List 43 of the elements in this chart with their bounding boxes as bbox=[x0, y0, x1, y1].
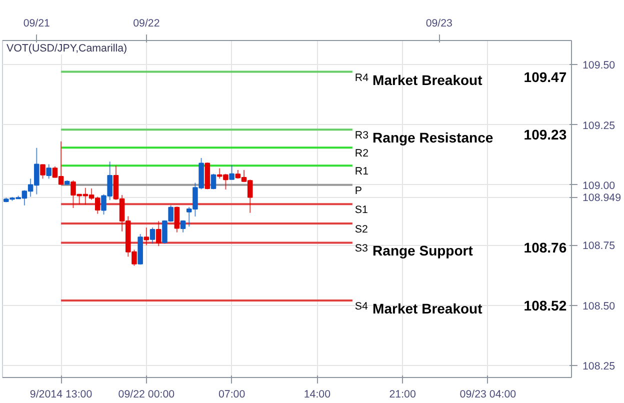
ref-line-label: R3 bbox=[354, 130, 369, 142]
y-tick-label: 108.949 bbox=[582, 192, 622, 204]
candlestick bbox=[46, 164, 52, 180]
x-tick-label: 09/22 00:00 bbox=[118, 388, 175, 400]
annotation: 109.47 bbox=[524, 68, 567, 85]
ref-line-label: S1 bbox=[354, 204, 368, 216]
ref-line-label: S3 bbox=[354, 242, 368, 255]
annotation: Range Resistance bbox=[372, 130, 494, 146]
ref-line-label: R2 bbox=[354, 148, 369, 160]
candlestick bbox=[40, 164, 46, 180]
x-tick-label: 14:00 bbox=[304, 388, 331, 400]
text: 09/23 bbox=[426, 18, 453, 30]
candlestick bbox=[174, 206, 180, 233]
x-tick-label: 09/23 04:00 bbox=[460, 388, 516, 400]
candlestick bbox=[156, 220, 162, 247]
annotation: 108.76 bbox=[524, 240, 567, 256]
ref-line-label: P bbox=[354, 184, 362, 197]
y-tick-label: 108.75 bbox=[582, 240, 616, 252]
candlestick bbox=[210, 173, 216, 190]
annotation: Range Support bbox=[372, 242, 474, 259]
x-tick-label: 07:00 bbox=[218, 388, 246, 400]
candlestick bbox=[144, 227, 150, 246]
ref-line-label: S4 bbox=[354, 300, 368, 312]
candlestick bbox=[150, 227, 156, 244]
x-tick-label: 21:00 bbox=[389, 388, 416, 400]
annotation: 108.52 bbox=[524, 297, 567, 314]
text: 09/21 bbox=[23, 18, 50, 30]
candlestick bbox=[180, 220, 186, 233]
annotation: Market Breakout bbox=[372, 72, 483, 88]
annotation: Market Breakout bbox=[372, 300, 483, 316]
x-tick-label: 9/2014 13:00 bbox=[30, 388, 92, 400]
ref-line-label: R1 bbox=[354, 166, 369, 178]
y-tick-label: 109.25 bbox=[582, 120, 616, 132]
text: 09/22 bbox=[133, 18, 160, 30]
y-tick-label: 108.50 bbox=[582, 300, 616, 312]
y-tick-label: 109.00 bbox=[582, 180, 616, 192]
y-tick-label: 109.50 bbox=[582, 60, 616, 72]
y-tick-label: 108.25 bbox=[582, 360, 616, 372]
chart-title: VOT(USD/JPY,Camarilla) bbox=[6, 42, 128, 54]
annotation: 109.23 bbox=[524, 126, 567, 143]
ref-line-label: S2 bbox=[354, 223, 368, 236]
candlestick bbox=[229, 164, 234, 180]
ref-line-label: R4 bbox=[354, 72, 369, 84]
